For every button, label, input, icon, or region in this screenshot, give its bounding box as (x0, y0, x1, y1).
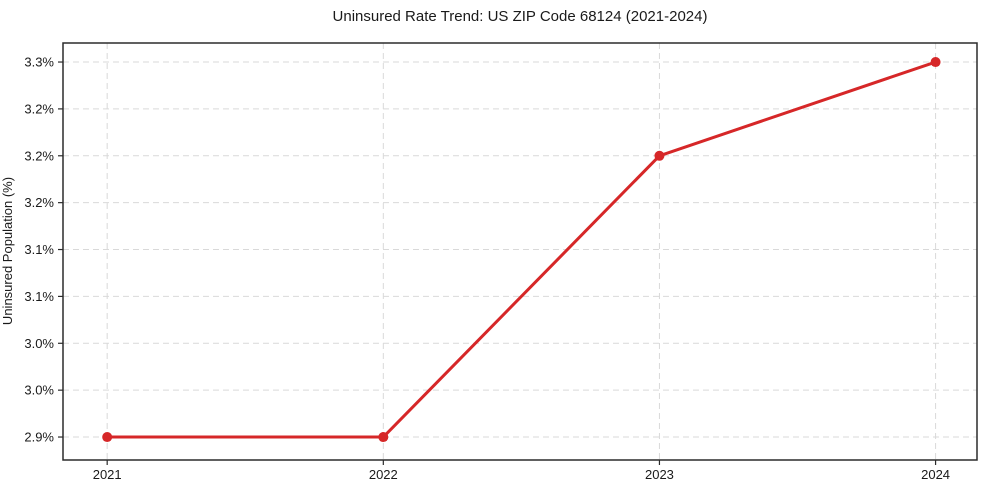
x-tick-label: 2021 (93, 467, 122, 482)
plot-border (62, 42, 978, 461)
y-tick-label: 3.2% (24, 148, 54, 163)
y-tick-label: 3.0% (24, 383, 54, 398)
y-tick-label: 2.9% (24, 430, 54, 445)
data-point-2024 (930, 57, 941, 68)
data-point-2022 (378, 432, 389, 443)
y-tick-label: 3.2% (24, 195, 54, 210)
y-tick-label: 3.1% (24, 289, 54, 304)
y-tick-label: 3.3% (24, 55, 54, 70)
x-tick-label: 2024 (921, 467, 950, 482)
y-tick-label: 3.2% (24, 101, 54, 116)
y-tick-label: 3.0% (24, 336, 54, 351)
x-tick-label: 2023 (645, 467, 674, 482)
trend-line (105, 60, 938, 439)
data-point-2021 (102, 432, 113, 443)
y-axis-label: Uninsured Population (%) (0, 177, 15, 325)
data-point-2023 (654, 150, 665, 161)
x-tick-label: 2022 (369, 467, 398, 482)
y-tick-label: 3.1% (24, 242, 54, 257)
plot-area: 2.9% 3.0% 3.0% 3.1% 3.1% 3.2% 3.2% 3.2% 3.3% 2021… (24, 42, 978, 482)
chart-title: Uninsured Rate Trend: US ZIP Code 68124 … (333, 8, 708, 25)
